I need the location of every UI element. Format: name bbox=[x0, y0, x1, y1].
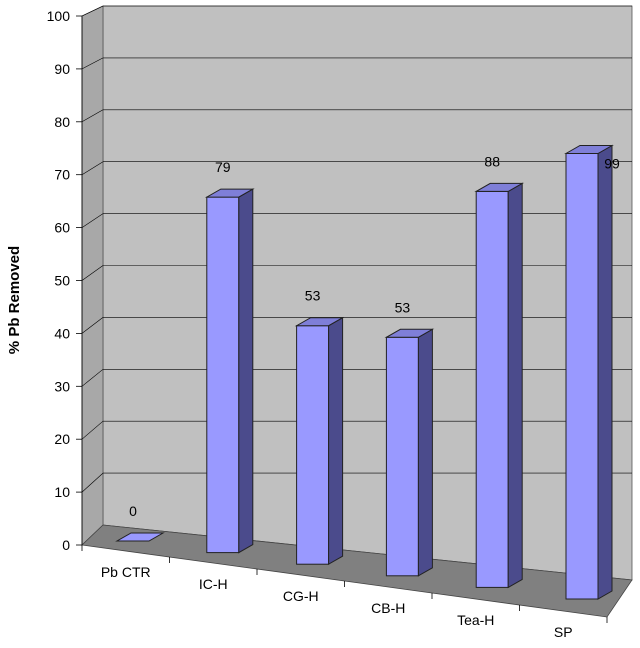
data-label: 0 bbox=[129, 503, 137, 519]
x-axis-categories: Pb CTR IC-H CG-H CB-H Tea-H SP bbox=[101, 564, 573, 640]
chart-walls bbox=[81, 5, 633, 581]
gridline-side bbox=[81, 57, 104, 70]
bar-top bbox=[564, 145, 614, 154]
gridline-side bbox=[81, 109, 104, 123]
x-tick-label: CG-H bbox=[283, 588, 319, 604]
x-tick-label: Tea-H bbox=[457, 612, 494, 628]
y-tick-label: 30 bbox=[54, 378, 70, 394]
gridline-side bbox=[81, 265, 104, 281]
bar-pb-ctr bbox=[115, 532, 165, 542]
data-label: 99 bbox=[604, 156, 620, 172]
bar-top bbox=[474, 182, 525, 192]
y-tick-label: 10 bbox=[54, 484, 70, 500]
back-wall bbox=[102, 5, 633, 581]
y-tick-label: 80 bbox=[54, 114, 70, 130]
bar-front bbox=[385, 336, 419, 577]
y-tick-label: 50 bbox=[54, 273, 70, 289]
bar-front bbox=[475, 190, 509, 588]
gridline-side bbox=[81, 420, 104, 440]
bar-sp bbox=[564, 144, 614, 600]
gridline-side bbox=[81, 369, 104, 387]
x-tick-label: SP bbox=[554, 624, 573, 640]
y-axis-ticks: 0 10 20 30 40 50 60 70 80 90 100 bbox=[47, 8, 83, 553]
bar-side bbox=[417, 328, 433, 577]
data-label: 79 bbox=[215, 159, 231, 175]
bar-side bbox=[507, 182, 523, 589]
bar-cb-h bbox=[384, 328, 435, 577]
y-tick-label: 0 bbox=[62, 537, 70, 553]
bar-ic-h bbox=[204, 188, 255, 554]
bar-front bbox=[296, 325, 330, 565]
bar-top bbox=[115, 532, 165, 542]
y-tick-label: 60 bbox=[54, 220, 70, 236]
gridline-side bbox=[81, 472, 104, 493]
bar-front bbox=[206, 196, 240, 554]
data-labels: 0 79 53 53 88 99 bbox=[129, 153, 620, 519]
y-tick-label: 40 bbox=[54, 325, 70, 341]
bar-cg-h bbox=[294, 316, 345, 566]
bars bbox=[115, 144, 614, 600]
data-label: 88 bbox=[484, 153, 500, 169]
y-tick-label: 70 bbox=[54, 167, 70, 183]
y-axis-title: % Pb Removed bbox=[6, 246, 23, 354]
gridline-side bbox=[81, 5, 104, 17]
x-tick-label: Pb CTR bbox=[101, 564, 151, 580]
bar-top bbox=[384, 328, 435, 338]
bar-top bbox=[204, 188, 255, 198]
y-tick-label: 100 bbox=[47, 8, 71, 24]
bar-side bbox=[328, 316, 344, 566]
bar-side bbox=[597, 144, 613, 600]
data-label: 53 bbox=[305, 288, 321, 304]
y-tick-label: 90 bbox=[54, 61, 70, 77]
data-label: 53 bbox=[395, 299, 411, 315]
bar-top bbox=[294, 317, 345, 327]
gridline-side bbox=[81, 317, 104, 334]
side-wall bbox=[81, 5, 104, 546]
bar-front bbox=[565, 153, 599, 600]
bar-side bbox=[238, 188, 254, 554]
gridlines bbox=[81, 5, 632, 493]
gridline-side bbox=[81, 161, 104, 175]
bar-tea-h bbox=[474, 182, 525, 589]
x-tick-label: IC-H bbox=[199, 576, 228, 592]
y-tick-label: 20 bbox=[54, 431, 70, 447]
gridline-side bbox=[81, 213, 104, 228]
x-tick-label: CB-H bbox=[371, 600, 405, 616]
